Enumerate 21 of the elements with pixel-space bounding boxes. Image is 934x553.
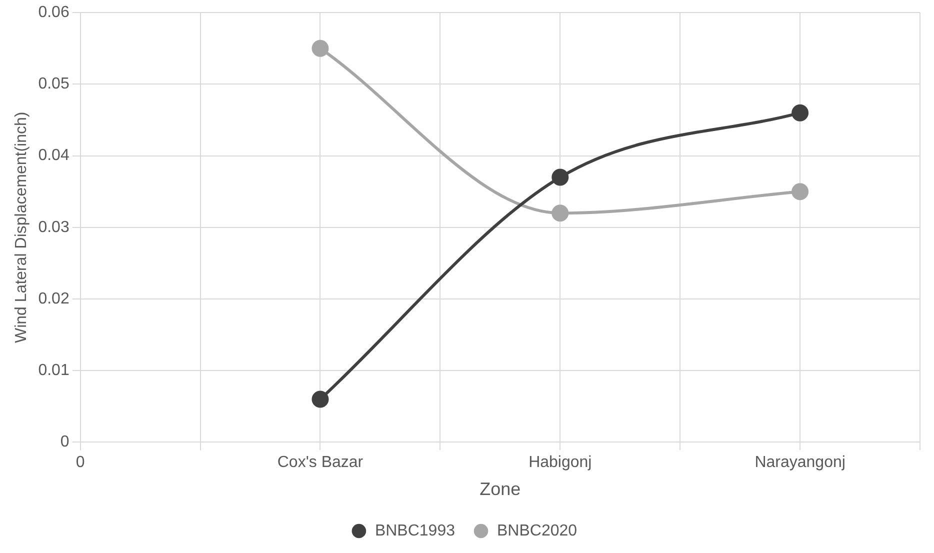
y-axis-title: Wind Lateral Displacement(inch): [13, 112, 30, 343]
y-tick-label: 0.01: [38, 362, 70, 380]
x-tick-label: Habigonj: [528, 454, 592, 472]
point: [312, 40, 329, 57]
point: [552, 204, 569, 222]
point: [792, 183, 809, 200]
y-tick-label: 0.06: [38, 4, 70, 22]
x-tick-label: 0: [76, 454, 85, 472]
point: [792, 104, 809, 122]
legend-label: BNBC1993: [374, 522, 456, 540]
y-tick-label: 0.02: [38, 290, 70, 308]
y-tick-label: 0: [60, 434, 70, 451]
y-tick-label: 0.05: [38, 76, 70, 93]
y-tick-label: 0.03: [38, 218, 70, 236]
legend-label: BNBC2020: [497, 522, 578, 540]
x-axis-title: Zone: [480, 479, 521, 500]
x-tick-label: Narayangonj: [754, 454, 846, 472]
point: [552, 168, 569, 186]
x-tick-label: Cox's Bazar: [277, 454, 364, 472]
y-tick-label: 0.04: [38, 147, 70, 164]
point: [312, 390, 329, 408]
